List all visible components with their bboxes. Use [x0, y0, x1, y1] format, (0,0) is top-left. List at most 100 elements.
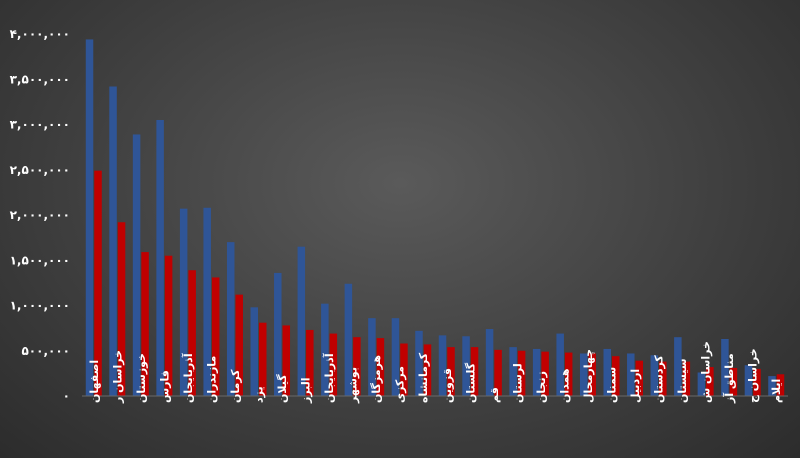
y-tick-label: ۲,۵۰۰,۰۰۰	[10, 163, 70, 177]
bar-series-2	[635, 360, 644, 396]
x-category-label: سیستان	[676, 358, 689, 403]
bar-series-2	[329, 333, 338, 396]
x-category-label: آذربایجان	[181, 353, 195, 403]
bar-series-2	[235, 294, 243, 396]
bars	[85, 39, 785, 397]
bar-series-2	[682, 361, 691, 396]
y-axis-ticks: ۰ ۵۰۰,۰۰۰ ۱,۰۰۰,۰۰۰ ۱,۵۰۰,۰۰۰ ۲,۰۰۰,۰۰۰ ۲,۵۰۰…	[10, 27, 70, 403]
x-category-label: اصفهان	[88, 360, 101, 403]
bar-series-1	[721, 338, 729, 396]
x-category-label: خوزستان	[135, 353, 148, 403]
y-tick-label: ۱,۵۰۰,۰۰۰	[10, 253, 70, 267]
bar-series-1	[109, 86, 117, 397]
bar-series-2	[141, 252, 149, 396]
bar-series-1	[132, 134, 141, 396]
bar-series-2	[588, 353, 596, 396]
bar-series-1	[697, 372, 706, 396]
bar-series-1	[321, 303, 329, 396]
x-category-label: همدان	[558, 368, 571, 403]
x-category-label: مناطق آز	[722, 353, 736, 404]
x-category-label: لرستان	[511, 363, 524, 403]
x-category-label: خراسان ر	[111, 350, 124, 404]
y-tick-label: ۴,۰۰۰,۰۰۰	[10, 27, 70, 41]
x-category-label: خراسان ج	[747, 348, 761, 403]
bar-series-1	[579, 353, 588, 396]
bar-series-1	[674, 337, 682, 396]
bar-series-1	[391, 318, 400, 396]
bar-series-2	[776, 374, 785, 396]
bar-series-1	[768, 376, 776, 396]
bar-series-1	[274, 272, 282, 396]
bar-series-1	[744, 365, 753, 396]
x-category-label: کردستان	[653, 355, 666, 403]
x-category-label: کرمانشاه	[417, 352, 430, 403]
x-category-label: چهارمحال	[582, 349, 595, 403]
x-category-label: خراسان ش	[700, 341, 713, 403]
bar-series-1	[603, 348, 611, 396]
x-category-label: گلستان	[464, 362, 477, 403]
bar-series-1	[156, 119, 164, 396]
x-category-label: اردبیل	[629, 369, 642, 403]
bar-series-2	[706, 367, 714, 396]
bar-series-1	[532, 348, 541, 396]
bar-series-1	[250, 307, 258, 396]
bar-series-2	[753, 368, 761, 396]
x-category-label: مرکزی	[394, 366, 407, 403]
bar-series-2	[211, 277, 220, 396]
bar-series-2	[612, 356, 620, 396]
bar-series-2	[376, 338, 385, 396]
x-category-label: گیلان	[276, 374, 289, 403]
bar-series-1	[438, 335, 447, 396]
x-category-label: ایلام	[770, 379, 783, 403]
bar-series-1	[415, 330, 423, 396]
bar-series-1	[368, 318, 376, 396]
bar-series-2	[164, 255, 173, 396]
bar-series-2	[541, 351, 549, 396]
bar-series-2	[564, 352, 573, 396]
x-category-label: قم	[488, 387, 501, 403]
bar-series-2	[494, 349, 502, 396]
bar-series-2	[470, 347, 479, 396]
x-category-label: کرمان	[229, 369, 242, 403]
bar-series-1	[556, 333, 564, 396]
bar-series-2	[400, 343, 408, 396]
x-category-label: بوشهر	[347, 367, 360, 404]
x-category-label: فارس	[158, 370, 171, 403]
bar-series-1	[297, 246, 306, 396]
bar-series-1	[485, 329, 494, 396]
y-tick-label: ۲,۰۰۰,۰۰۰	[10, 208, 70, 222]
y-tick-label: ۳,۰۰۰,۰۰۰	[10, 118, 70, 132]
bar-series-2	[659, 361, 667, 396]
y-tick-label: ۱,۰۰۰,۰۰۰	[10, 299, 70, 313]
bar-series-2	[447, 347, 455, 396]
bar-series-1	[203, 207, 211, 396]
y-tick-label: ۵۰۰,۰۰۰	[21, 344, 70, 358]
x-category-label: قزوین	[441, 368, 454, 403]
bar-series-2	[353, 337, 361, 396]
x-category-label: زنجان	[535, 371, 548, 403]
x-category-label: یزد	[253, 386, 266, 403]
bar-series-2	[729, 367, 738, 396]
bar-series-2	[259, 322, 267, 396]
bar-series-1	[226, 242, 235, 396]
bar-series-2	[94, 170, 102, 396]
bar-series-1	[179, 208, 188, 396]
bar-series-1	[462, 336, 470, 396]
bar-series-2	[188, 270, 196, 396]
x-category-label: مازندران	[205, 356, 218, 403]
bar-series-1	[344, 283, 353, 396]
x-category-label: آذربایجان	[322, 353, 336, 403]
x-category-label: البرز	[300, 377, 313, 404]
bar-series-2	[117, 222, 126, 396]
y-tick-label: ۰	[63, 389, 70, 403]
bar-series-1	[627, 353, 635, 396]
bar-series-2	[282, 325, 291, 396]
x-axis-labels: اصفهان خراسان ر خوزستان فارس آذربایجان مازندر…	[88, 341, 783, 404]
bar-series-1	[650, 355, 659, 396]
bar-series-2	[306, 329, 314, 396]
bar-series-2	[423, 344, 432, 396]
x-category-label: هرمزگان	[370, 355, 383, 403]
bar-series-1	[509, 347, 517, 396]
bar-series-1	[85, 39, 94, 397]
